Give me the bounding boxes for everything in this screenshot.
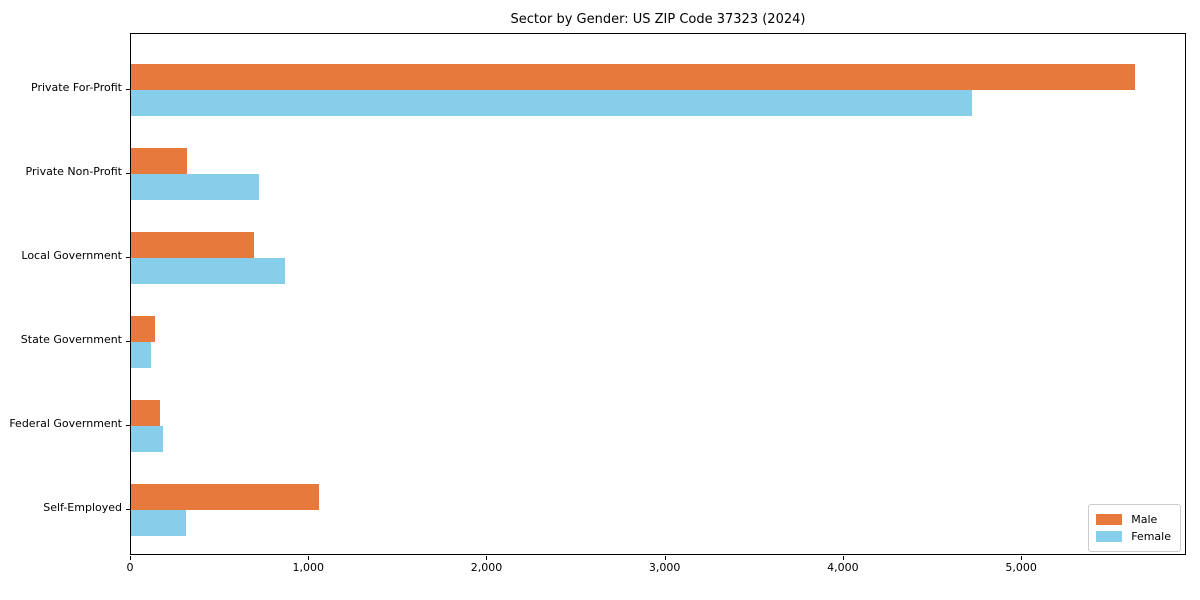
x-tick-mark <box>130 556 131 560</box>
x-tick-mark <box>1021 556 1023 560</box>
x-tick-label: 3,000 <box>648 561 681 574</box>
y-tick-label: State Government <box>20 333 122 346</box>
plot-area: Male Female <box>130 33 1186 555</box>
legend-entry-male: Male <box>1096 511 1171 528</box>
bar-female-2 <box>131 258 285 284</box>
legend-label: Male <box>1131 513 1158 526</box>
legend-swatch-female <box>1096 531 1123 542</box>
y-tick-mark <box>126 89 130 90</box>
y-tick-mark <box>126 173 130 174</box>
x-tick-label: 0 <box>126 561 134 574</box>
chart-title: Sector by Gender: US ZIP Code 37323 (202… <box>510 12 806 27</box>
bar-male-0 <box>131 64 1136 90</box>
bar-female-3 <box>131 342 151 368</box>
y-tick-label: Private For-Profit <box>31 81 122 94</box>
y-tick-mark <box>126 509 130 510</box>
legend-label: Female <box>1131 530 1171 543</box>
x-tick-mark <box>664 556 666 560</box>
y-tick-label: Self-Employed <box>43 501 122 514</box>
y-tick-mark <box>126 257 130 258</box>
legend: Male Female <box>1088 504 1181 552</box>
x-tick-label: 1,000 <box>292 561 324 574</box>
x-tick-label: 2,000 <box>470 561 503 574</box>
bar-male-4 <box>131 400 161 426</box>
x-tick-label: 4,000 <box>827 561 859 574</box>
bar-male-3 <box>131 316 155 342</box>
y-tick-label: Private Non-Profit <box>25 165 122 178</box>
y-tick-mark <box>126 341 130 342</box>
bar-female-0 <box>131 90 973 116</box>
bar-female-4 <box>131 426 163 452</box>
bar-male-5 <box>131 484 319 510</box>
bar-male-1 <box>131 148 188 174</box>
bar-male-2 <box>131 232 254 258</box>
y-tick-mark <box>126 425 130 426</box>
y-tick-label: Local Government <box>21 249 122 262</box>
legend-entry-female: Female <box>1096 528 1171 545</box>
bar-female-5 <box>131 510 187 536</box>
x-tick-mark <box>486 556 488 560</box>
bar-female-1 <box>131 174 260 200</box>
x-tick-mark <box>842 556 844 560</box>
legend-swatch-male <box>1096 514 1123 525</box>
y-tick-label: Federal Government <box>9 417 122 430</box>
x-tick-mark <box>308 556 310 560</box>
x-tick-label: 5,000 <box>1005 561 1037 574</box>
